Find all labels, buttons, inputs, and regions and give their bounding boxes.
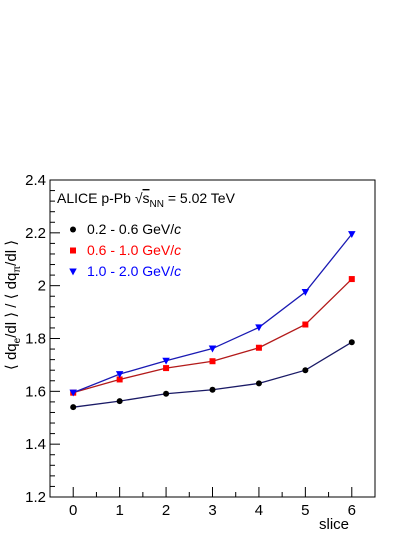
data-point — [208, 345, 217, 353]
x-tick-label: 1 — [115, 502, 123, 519]
data-point — [209, 358, 216, 365]
data-point — [302, 321, 309, 328]
data-point — [209, 386, 216, 393]
legend-entry: 0.2 - 0.6 GeV/c — [70, 221, 181, 237]
data-point — [70, 404, 77, 411]
data-point — [301, 289, 310, 296]
legend-label: 0.2 - 0.6 GeV/c — [87, 221, 181, 237]
legend-marker — [70, 247, 76, 254]
x-tick-label: 0 — [69, 502, 77, 519]
x-tick-label: 3 — [208, 502, 216, 519]
data-point — [163, 390, 170, 397]
series-3 — [69, 231, 356, 397]
series-1 — [70, 339, 355, 411]
legend-entry: 1.0 - 2.0 GeV/c — [69, 263, 181, 279]
y-tick-label: 2.2 — [25, 225, 46, 242]
data-point — [255, 380, 262, 387]
data-point — [116, 376, 123, 383]
legend-marker — [70, 226, 76, 233]
x-tick-label: 5 — [301, 502, 309, 519]
y-tick-label: 2 — [38, 278, 46, 295]
data-point — [116, 398, 123, 405]
x-tick-label: 6 — [348, 502, 356, 519]
data-point — [348, 276, 355, 283]
x-tick-label: 4 — [255, 502, 263, 519]
data-point — [69, 389, 77, 397]
x-axis: 0 1 2 3 4 5 6 — [49, 487, 376, 519]
legend: 0.2 - 0.6 GeV/c 0.6 - 1.0 GeV/c 1.0 - 2.0 … — [69, 221, 181, 279]
y-axis-title: ⟨ dqe/dl ⟩ / ⟨ dqπ/dl ⟩ — [3, 240, 23, 370]
x-tick-label: 2 — [162, 502, 170, 519]
y-tick-label: 1.6 — [25, 383, 46, 400]
data-point — [162, 357, 170, 365]
y-tick-label: 1.4 — [25, 436, 46, 453]
data-point — [302, 367, 309, 374]
data-point — [348, 339, 355, 346]
y-tick-label: 1.2 — [25, 489, 46, 506]
legend-label: 0.6 - 1.0 GeV/c — [87, 242, 181, 258]
legend-marker — [69, 268, 77, 276]
data-point — [348, 231, 356, 239]
experiment-label: ALICE p-Pb √sNN = 5.02 TeV — [57, 190, 236, 210]
series-layer — [69, 231, 356, 411]
data-point — [115, 371, 124, 379]
data-point — [163, 365, 170, 372]
x-axis-title: slice — [319, 516, 349, 533]
data-point — [255, 344, 262, 351]
data-point — [255, 324, 263, 332]
y-tick-label: 2.4 — [25, 172, 46, 189]
legend-label: 1.0 - 2.0 GeV/c — [87, 263, 181, 279]
legend-entry: 0.6 - 1.0 GeV/c — [70, 242, 181, 258]
y-axis: 1.2 1.4 1.6 1.8 2 2.2 2.4 — [25, 172, 60, 506]
y-tick-label: 1.8 — [25, 331, 46, 348]
series-2 — [70, 276, 355, 396]
